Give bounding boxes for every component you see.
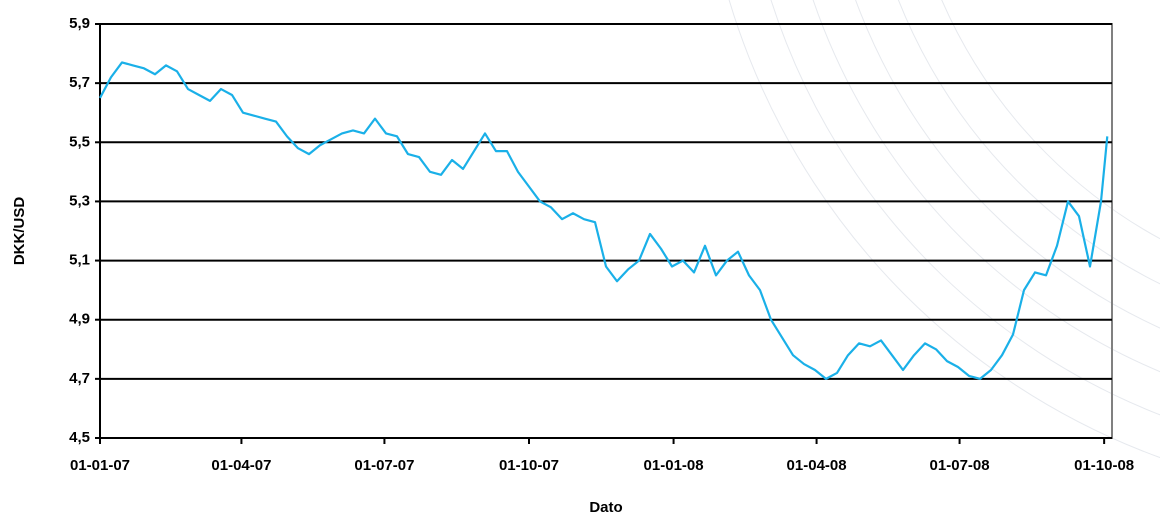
x-tick-label: 01-01-08 [644,457,704,474]
x-tick-label: 01-10-07 [499,457,559,474]
background-arcs [728,0,1160,458]
y-tick-label: 4,5 [69,429,90,446]
y-tick-label: 5,1 [69,252,90,269]
x-axis-label: Dato [589,499,622,516]
x-tick-label: 01-01-07 [70,457,130,474]
plot-area [99,23,1113,439]
y-tick-label: 4,7 [69,370,90,387]
x-tick-label: 01-07-08 [930,457,990,474]
y-tick-label: 4,9 [69,311,90,328]
y-tick-label: 5,7 [69,74,90,91]
y-axis-label: DKK/USD [11,197,28,266]
x-tick-label: 01-10-08 [1074,457,1134,474]
x-tick-label: 01-04-08 [787,457,847,474]
x-tick-label: 01-04-07 [211,457,271,474]
y-tick-label: 5,3 [69,192,90,209]
x-tick-label: 01-07-07 [354,457,414,474]
data-line [99,61,1109,380]
y-tick-label: 5,9 [69,15,90,32]
y-tick-label: 5,5 [69,133,90,150]
